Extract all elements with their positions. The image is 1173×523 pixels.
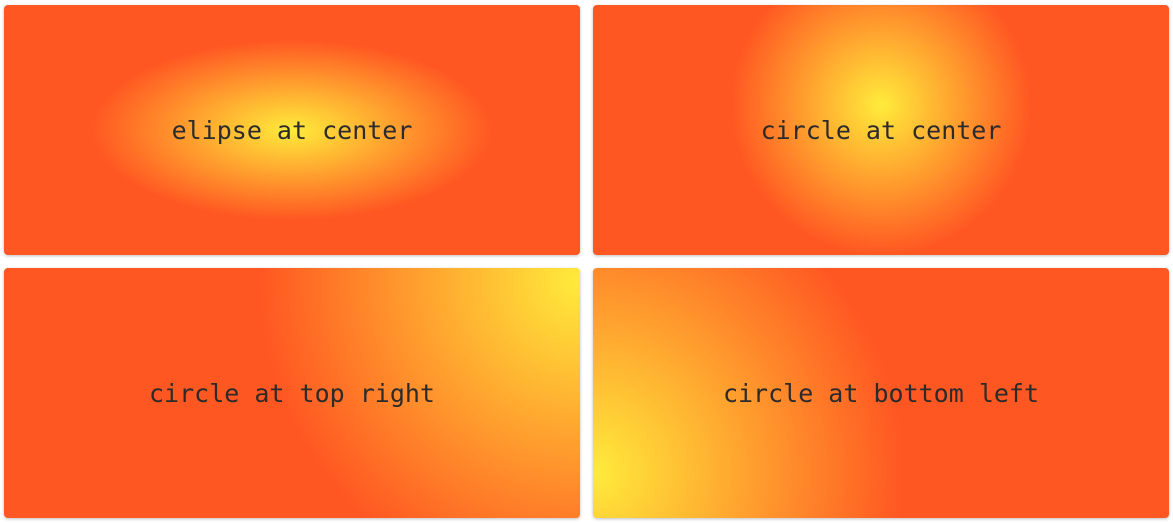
card-label: circle at top right [149,378,435,408]
card-label: elipse at center [171,115,413,145]
gradient-card-circle-center: circle at center [593,5,1169,255]
card-label: circle at center [760,115,1002,145]
gradient-card-circle-top-right: circle at top right [4,268,580,518]
card-label: circle at bottom left [722,378,1040,408]
gradient-card-ellipse-center: elipse at center [4,5,580,255]
gradient-card-circle-bottom-left: circle at bottom left [593,268,1169,518]
